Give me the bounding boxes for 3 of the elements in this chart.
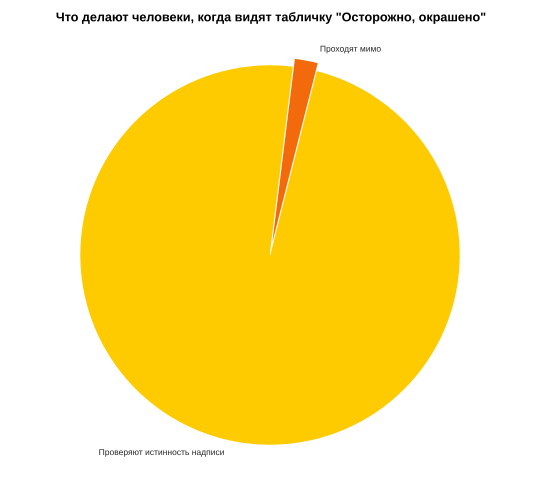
chart-title: Что делают человеки, когда видят табличку "Осторожно, окрашено" xyxy=(56,12,486,24)
slice-label: Проверяют истинность надписи xyxy=(99,449,224,457)
slice-label: Проходят мимо xyxy=(320,46,381,54)
